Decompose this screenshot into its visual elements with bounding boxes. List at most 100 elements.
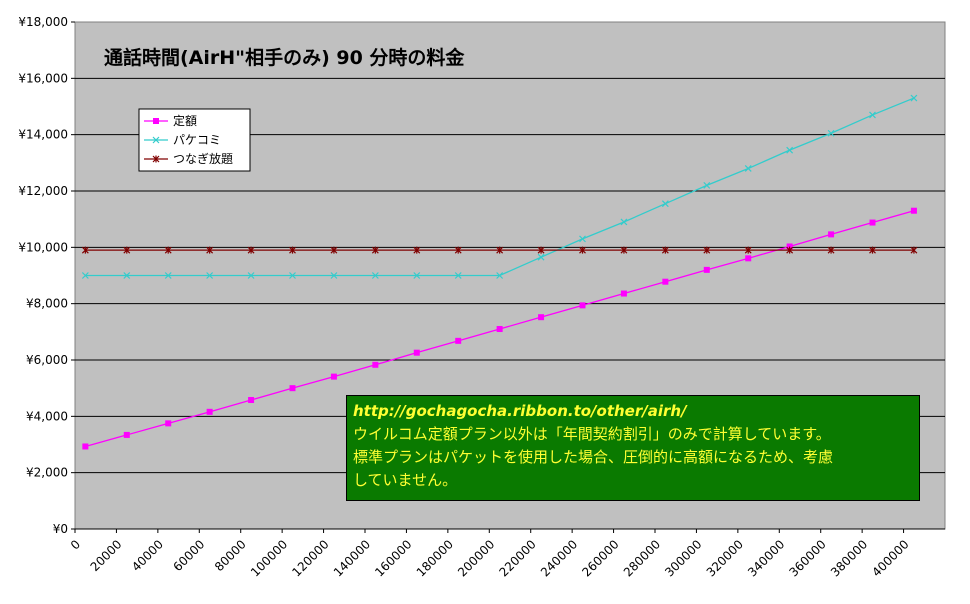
x-axis-ticks: 0 20000 40000 60000 80000 100000 120000 140000 1…: [68, 528, 945, 580]
y-tick-label: ¥2,000: [26, 466, 68, 480]
x-tick-label: 220000: [497, 537, 539, 579]
series-3: [81, 246, 918, 254]
data-point: [703, 246, 711, 254]
x-tick-label: 280000: [621, 537, 663, 579]
x-tick-label: 180000: [414, 537, 456, 579]
data-point: [248, 396, 255, 403]
data-point: [661, 246, 669, 254]
data-point: [786, 146, 794, 154]
data-point: [869, 219, 876, 226]
data-point: [82, 443, 89, 450]
data-point: [827, 129, 835, 137]
x-tick-label: 200000: [455, 537, 497, 579]
data-point: [164, 272, 172, 279]
data-point: [330, 246, 338, 254]
data-point: [620, 246, 628, 254]
legend-label: つなぎ放題: [173, 151, 233, 166]
x-tick-label: 320000: [704, 537, 746, 579]
data-point: [538, 314, 545, 321]
data-point: [206, 272, 214, 279]
data-point: [454, 272, 462, 279]
legend-label: パケコミ: [173, 133, 221, 147]
data-point: [537, 246, 545, 254]
data-point: [745, 255, 752, 262]
data-point: [330, 272, 338, 279]
y-tick-label: ¥0: [53, 522, 68, 536]
data-point: [372, 361, 379, 368]
x-tick-label: 40000: [129, 537, 166, 574]
data-point: [454, 246, 462, 254]
series-2: [81, 94, 918, 279]
data-point: [620, 218, 628, 226]
data-point: [869, 246, 876, 254]
data-point: [413, 349, 420, 356]
x-tick-label: 340000: [745, 537, 787, 579]
data-point: [247, 246, 255, 254]
x-tick-label: 380000: [828, 537, 870, 579]
data-point: [413, 272, 421, 279]
data-point: [123, 431, 130, 438]
data-point: [828, 231, 835, 238]
data-point: [703, 181, 711, 189]
data-point: [579, 235, 586, 243]
y-tick-label: ¥16,000: [18, 71, 68, 85]
data-point: [123, 272, 131, 279]
y-tick-label: ¥10,000: [18, 240, 68, 254]
data-point: [827, 246, 835, 254]
data-point: [496, 272, 504, 279]
data-point: [744, 246, 752, 254]
y-tick-label: ¥18,000: [18, 15, 68, 29]
x-tick-label: 20000: [88, 537, 125, 574]
data-point: [537, 253, 545, 261]
data-point: [81, 246, 89, 254]
data-point: [289, 272, 296, 279]
data-point: [247, 272, 255, 279]
x-tick-label: 360000: [787, 537, 829, 579]
data-point: [703, 266, 710, 273]
chart-title: 通話時間(AirH"相手のみ) 90 分時の料金: [104, 46, 465, 69]
data-point: [164, 246, 172, 254]
x-tick-label: 140000: [331, 537, 373, 579]
legend-marker: [152, 136, 160, 144]
y-tick-label: ¥12,000: [18, 184, 68, 198]
legend-marker: [152, 155, 160, 163]
data-point: [910, 246, 918, 254]
data-point: [289, 385, 296, 392]
x-tick-label: 160000: [372, 537, 414, 579]
note-box: http://gochagocha.ribbon.to/other/airh/ …: [346, 395, 920, 501]
note-line-3: していません。: [353, 471, 458, 489]
x-tick-label: 300000: [662, 537, 704, 579]
x-tick-label: 240000: [538, 537, 580, 579]
data-point: [206, 408, 213, 415]
data-point: [910, 207, 917, 214]
data-point: [869, 111, 876, 119]
x-tick-label: 120000: [289, 537, 331, 579]
legend-marker: [153, 118, 159, 124]
note-url[interactable]: http://gochagocha.ribbon.to/other/airh/: [353, 402, 687, 420]
data-point: [81, 272, 89, 279]
data-point: [786, 246, 794, 254]
y-tick-label: ¥8,000: [26, 297, 68, 311]
x-tick-label: 400000: [869, 537, 911, 579]
y-tick-label: ¥6,000: [26, 353, 68, 367]
data-point: [579, 302, 586, 309]
y-axis-ticks: ¥0 ¥2,000 ¥4,000 ¥6,000 ¥8,000 ¥10,000 ¥12,000…: [18, 15, 75, 536]
x-tick-label: 80000: [212, 537, 249, 574]
x-tick-label: 0: [68, 537, 83, 552]
legend-label: 定額: [173, 113, 197, 128]
data-point: [455, 337, 462, 344]
data-point: [786, 243, 793, 250]
data-point: [165, 420, 172, 427]
data-point: [330, 373, 337, 380]
y-tick-label: ¥14,000: [18, 128, 68, 142]
data-point: [579, 246, 586, 254]
x-tick-label: 260000: [579, 537, 621, 579]
data-point: [371, 246, 379, 254]
x-tick-label: 100000: [248, 537, 290, 579]
series-group: [81, 94, 918, 450]
note-line-1: ウイルコム定額プラン以外は「年間契約割引」のみで計算しています。: [353, 425, 831, 443]
data-point: [662, 278, 669, 285]
data-point: [910, 94, 918, 102]
data-point: [661, 200, 669, 208]
